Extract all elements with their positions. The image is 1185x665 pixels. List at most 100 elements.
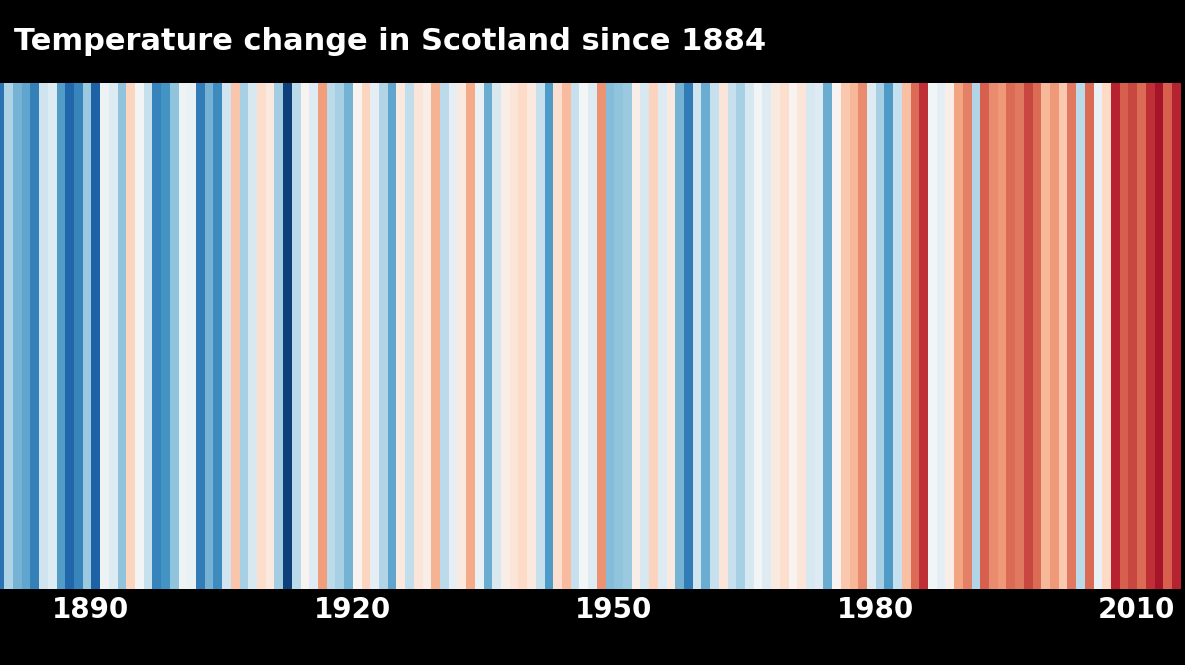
Bar: [1006, 83, 1016, 589]
Bar: [213, 83, 223, 589]
Bar: [553, 83, 562, 589]
Bar: [946, 83, 954, 589]
Bar: [327, 83, 335, 589]
Bar: [239, 83, 249, 589]
Bar: [196, 83, 205, 589]
Bar: [893, 83, 902, 589]
Bar: [1164, 83, 1172, 589]
Bar: [910, 83, 920, 589]
Bar: [972, 83, 980, 589]
Bar: [519, 83, 527, 589]
Bar: [771, 83, 780, 589]
Bar: [762, 83, 771, 589]
Bar: [117, 83, 127, 589]
Bar: [344, 83, 353, 589]
Bar: [1172, 83, 1180, 589]
Bar: [684, 83, 693, 589]
Bar: [666, 83, 675, 589]
Bar: [623, 83, 632, 589]
Bar: [431, 83, 440, 589]
Bar: [640, 83, 649, 589]
Bar: [745, 83, 754, 589]
Bar: [249, 83, 257, 589]
Bar: [57, 83, 65, 589]
Bar: [265, 83, 275, 589]
Bar: [466, 83, 475, 589]
Bar: [936, 83, 946, 589]
Bar: [31, 83, 39, 589]
Bar: [353, 83, 361, 589]
Bar: [109, 83, 117, 589]
Bar: [0, 83, 5, 589]
Bar: [169, 83, 179, 589]
Bar: [1032, 83, 1042, 589]
Bar: [920, 83, 928, 589]
Bar: [1128, 83, 1138, 589]
Bar: [187, 83, 196, 589]
Bar: [588, 83, 597, 589]
Bar: [1146, 83, 1154, 589]
Bar: [127, 83, 135, 589]
Bar: [614, 83, 623, 589]
Bar: [858, 83, 867, 589]
Bar: [483, 83, 492, 589]
Bar: [440, 83, 449, 589]
Bar: [928, 83, 936, 589]
Bar: [806, 83, 815, 589]
Bar: [510, 83, 519, 589]
Bar: [83, 83, 91, 589]
Bar: [579, 83, 588, 589]
Bar: [954, 83, 962, 589]
Bar: [405, 83, 414, 589]
Bar: [379, 83, 387, 589]
Bar: [257, 83, 265, 589]
Bar: [5, 83, 13, 589]
Bar: [39, 83, 47, 589]
Bar: [179, 83, 187, 589]
Bar: [824, 83, 832, 589]
Bar: [728, 83, 736, 589]
Bar: [998, 83, 1006, 589]
Bar: [1102, 83, 1110, 589]
Bar: [788, 83, 798, 589]
Bar: [719, 83, 728, 589]
Bar: [13, 83, 21, 589]
Bar: [153, 83, 161, 589]
Bar: [65, 83, 73, 589]
Bar: [606, 83, 614, 589]
Bar: [1138, 83, 1146, 589]
Bar: [798, 83, 806, 589]
Bar: [387, 83, 397, 589]
Bar: [649, 83, 658, 589]
Bar: [815, 83, 824, 589]
Bar: [710, 83, 719, 589]
Bar: [1112, 83, 1120, 589]
Bar: [1084, 83, 1094, 589]
Bar: [101, 83, 109, 589]
Bar: [1016, 83, 1024, 589]
Bar: [702, 83, 710, 589]
Bar: [231, 83, 239, 589]
Bar: [962, 83, 972, 589]
Bar: [318, 83, 327, 589]
Bar: [161, 83, 169, 589]
Bar: [562, 83, 571, 589]
Bar: [1154, 83, 1164, 589]
Text: Temperature change in Scotland since 1884: Temperature change in Scotland since 188…: [14, 27, 767, 56]
Bar: [597, 83, 606, 589]
Bar: [301, 83, 309, 589]
Bar: [884, 83, 893, 589]
Bar: [397, 83, 405, 589]
Bar: [980, 83, 989, 589]
Bar: [1050, 83, 1058, 589]
Bar: [754, 83, 762, 589]
Bar: [275, 83, 283, 589]
Bar: [335, 83, 344, 589]
Text: 1950: 1950: [575, 596, 653, 624]
Bar: [21, 83, 31, 589]
Bar: [143, 83, 153, 589]
Text: 2010: 2010: [1097, 596, 1176, 624]
Bar: [571, 83, 579, 589]
Bar: [989, 83, 998, 589]
Bar: [658, 83, 666, 589]
